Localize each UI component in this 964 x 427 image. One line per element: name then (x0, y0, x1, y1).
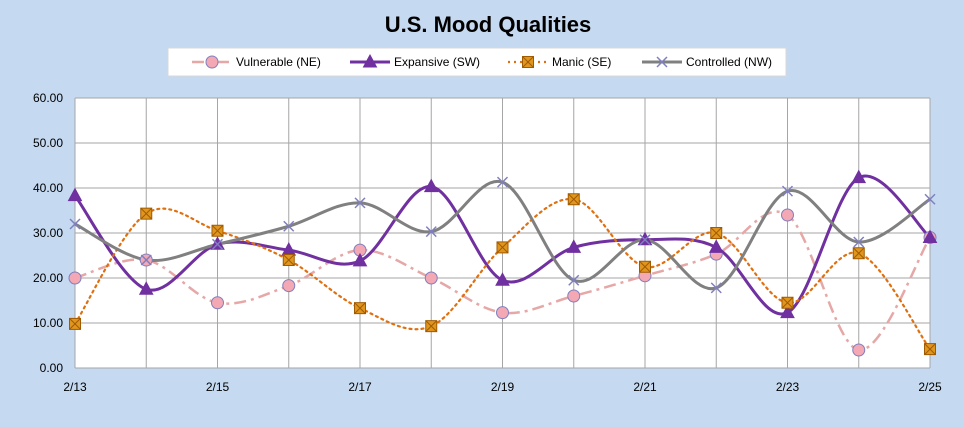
y-tick-label: 30.00 (33, 226, 63, 240)
data-point-series-0 (68, 271, 82, 285)
legend-label: Manic (SE) (552, 55, 611, 69)
data-point-series-0 (282, 279, 296, 293)
legend-box (167, 47, 787, 77)
data-point-series-3 (69, 218, 81, 230)
data-point-series-1 (922, 229, 938, 243)
x-tick-label: 2/13 (63, 380, 87, 394)
data-point-series-2 (354, 302, 366, 315)
series-markers (67, 169, 938, 357)
data-point-series-1 (708, 239, 724, 253)
x-axis-ticks: 2/13 2/15 2/17 2/19 2/21 2/23 2/25 (63, 380, 942, 394)
data-point-series-2 (639, 260, 651, 273)
data-point-series-2 (852, 247, 865, 260)
data-point-series-2 (69, 317, 81, 330)
data-point-series-0 (567, 289, 581, 303)
data-point-series-2 (710, 227, 723, 239)
data-point-series-0 (424, 271, 438, 285)
data-point-series-1 (138, 281, 154, 295)
data-point-series-0 (211, 296, 224, 310)
data-point-series-1 (851, 169, 867, 184)
data-point-series-3 (853, 236, 865, 248)
data-point-series-3 (425, 226, 437, 238)
legend: Vulnerable (NE) Expansive (SW) Manic (SE) C… (167, 47, 787, 77)
data-point-series-2 (567, 193, 580, 206)
y-axis-ticks: 0.00 10.00 20.00 30.00 40.00 50.00 60.00 (33, 91, 63, 375)
data-point-series-1 (495, 272, 510, 286)
data-point-series-3 (710, 282, 722, 294)
y-tick-label: 60.00 (33, 91, 63, 105)
data-point-series-3 (283, 220, 295, 232)
data-point-series-1 (566, 239, 582, 253)
legend-label: Controlled (NW) (686, 55, 772, 69)
legend-label: Vulnerable (NE) (236, 55, 321, 69)
data-point-series-0 (852, 343, 866, 357)
x-tick-label: 2/15 (206, 380, 230, 394)
data-point-series-2 (140, 207, 153, 220)
y-tick-label: 20.00 (33, 271, 63, 285)
legend-marker-0 (205, 55, 219, 69)
x-tick-label: 2/25 (918, 380, 942, 394)
legend-entry-0: Vulnerable (NE) (192, 55, 321, 69)
x-tick-label: 2/23 (776, 380, 800, 394)
data-point-series-3 (781, 185, 794, 197)
legend-marker-1 (362, 53, 378, 68)
data-point-series-3 (211, 238, 224, 250)
data-point-series-0 (496, 306, 509, 320)
data-point-series-0 (781, 208, 794, 222)
x-tick-label: 2/19 (491, 380, 515, 394)
data-point-series-1 (352, 252, 368, 267)
data-point-series-2 (924, 343, 936, 356)
data-point-series-1 (67, 187, 83, 202)
data-point-series-3 (354, 197, 366, 209)
x-tick-label: 2/17 (348, 380, 372, 394)
data-point-series-3 (639, 234, 651, 246)
data-point-series-1 (780, 304, 795, 319)
data-point-series-2 (781, 296, 794, 309)
legend-entry-1: Expansive (SW) (350, 53, 480, 69)
chart-title: U.S. Mood Qualities (385, 12, 592, 37)
y-tick-label: 10.00 (33, 316, 63, 330)
legend-entry-2: Manic (SE) (508, 55, 611, 69)
y-tick-label: 0.00 (40, 361, 64, 375)
data-point-series-2 (282, 254, 295, 266)
y-tick-label: 50.00 (33, 136, 63, 150)
y-tick-label: 40.00 (33, 181, 63, 195)
data-point-series-3 (140, 254, 152, 266)
data-point-series-3 (496, 176, 509, 188)
data-point-series-2 (211, 224, 224, 237)
legend-label: Expansive (SW) (394, 55, 480, 69)
legend-marker-3 (656, 56, 668, 68)
legend-marker-2 (522, 56, 534, 68)
data-point-series-3 (568, 274, 580, 286)
x-tick-label: 2/21 (633, 380, 657, 394)
data-point-series-1 (423, 178, 439, 193)
legend-entry-3: Controlled (NW) (642, 55, 772, 69)
data-point-series-3 (924, 193, 936, 205)
data-point-series-2 (496, 241, 509, 254)
data-point-series-2 (425, 320, 438, 333)
